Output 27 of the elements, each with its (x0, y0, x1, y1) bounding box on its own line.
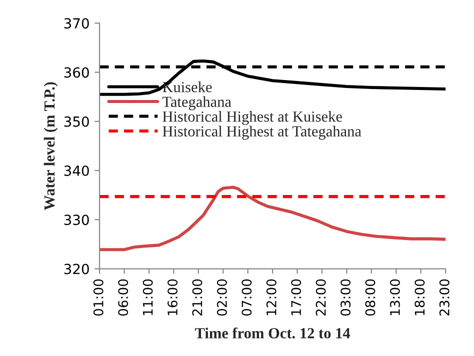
y-tick-label: 360 (64, 67, 89, 78)
x-tick-label: 22:00 (316, 279, 326, 316)
x-tick-label: 21:00 (192, 279, 202, 316)
legend-label: Tategahana (162, 96, 232, 110)
x-tick-label: 02:00 (216, 279, 227, 316)
y-tick-label: 370 (64, 18, 89, 29)
x-tick-label: 03:00 (340, 279, 351, 316)
y-tick-label: 340 (64, 165, 89, 176)
y-axis-title: Water level (m T.P.) (44, 82, 58, 210)
x-tick-label: 01:00 (93, 279, 104, 316)
legend-label: Historical Highest at Tategahana (162, 126, 362, 140)
y-tick-label: 350 (64, 116, 89, 127)
x-tick-label: 18:00 (414, 279, 425, 316)
y-tick-label: 330 (64, 214, 89, 226)
y-tick-label: 320 (64, 264, 89, 274)
legend-label: Kuiseke (162, 82, 212, 92)
x-tick-label: 07:00 (242, 279, 252, 316)
legend-label: Historical Highest at Kuiseke (162, 110, 342, 125)
x-tick-label: 13:00 (390, 279, 400, 316)
x-axis-title: Time from Oct. 12 to 14 (194, 327, 350, 338)
x-tick-label: 11:00 (142, 279, 153, 316)
x-tick-label: 12:00 (266, 279, 276, 316)
x-tick-label: 08:00 (365, 279, 376, 316)
x-tick-label: 23:00 (439, 279, 450, 316)
x-tick-label: 16:00 (168, 279, 178, 316)
x-tick-label: 17:00 (291, 279, 302, 316)
x-tick-label: 06:00 (118, 279, 128, 316)
